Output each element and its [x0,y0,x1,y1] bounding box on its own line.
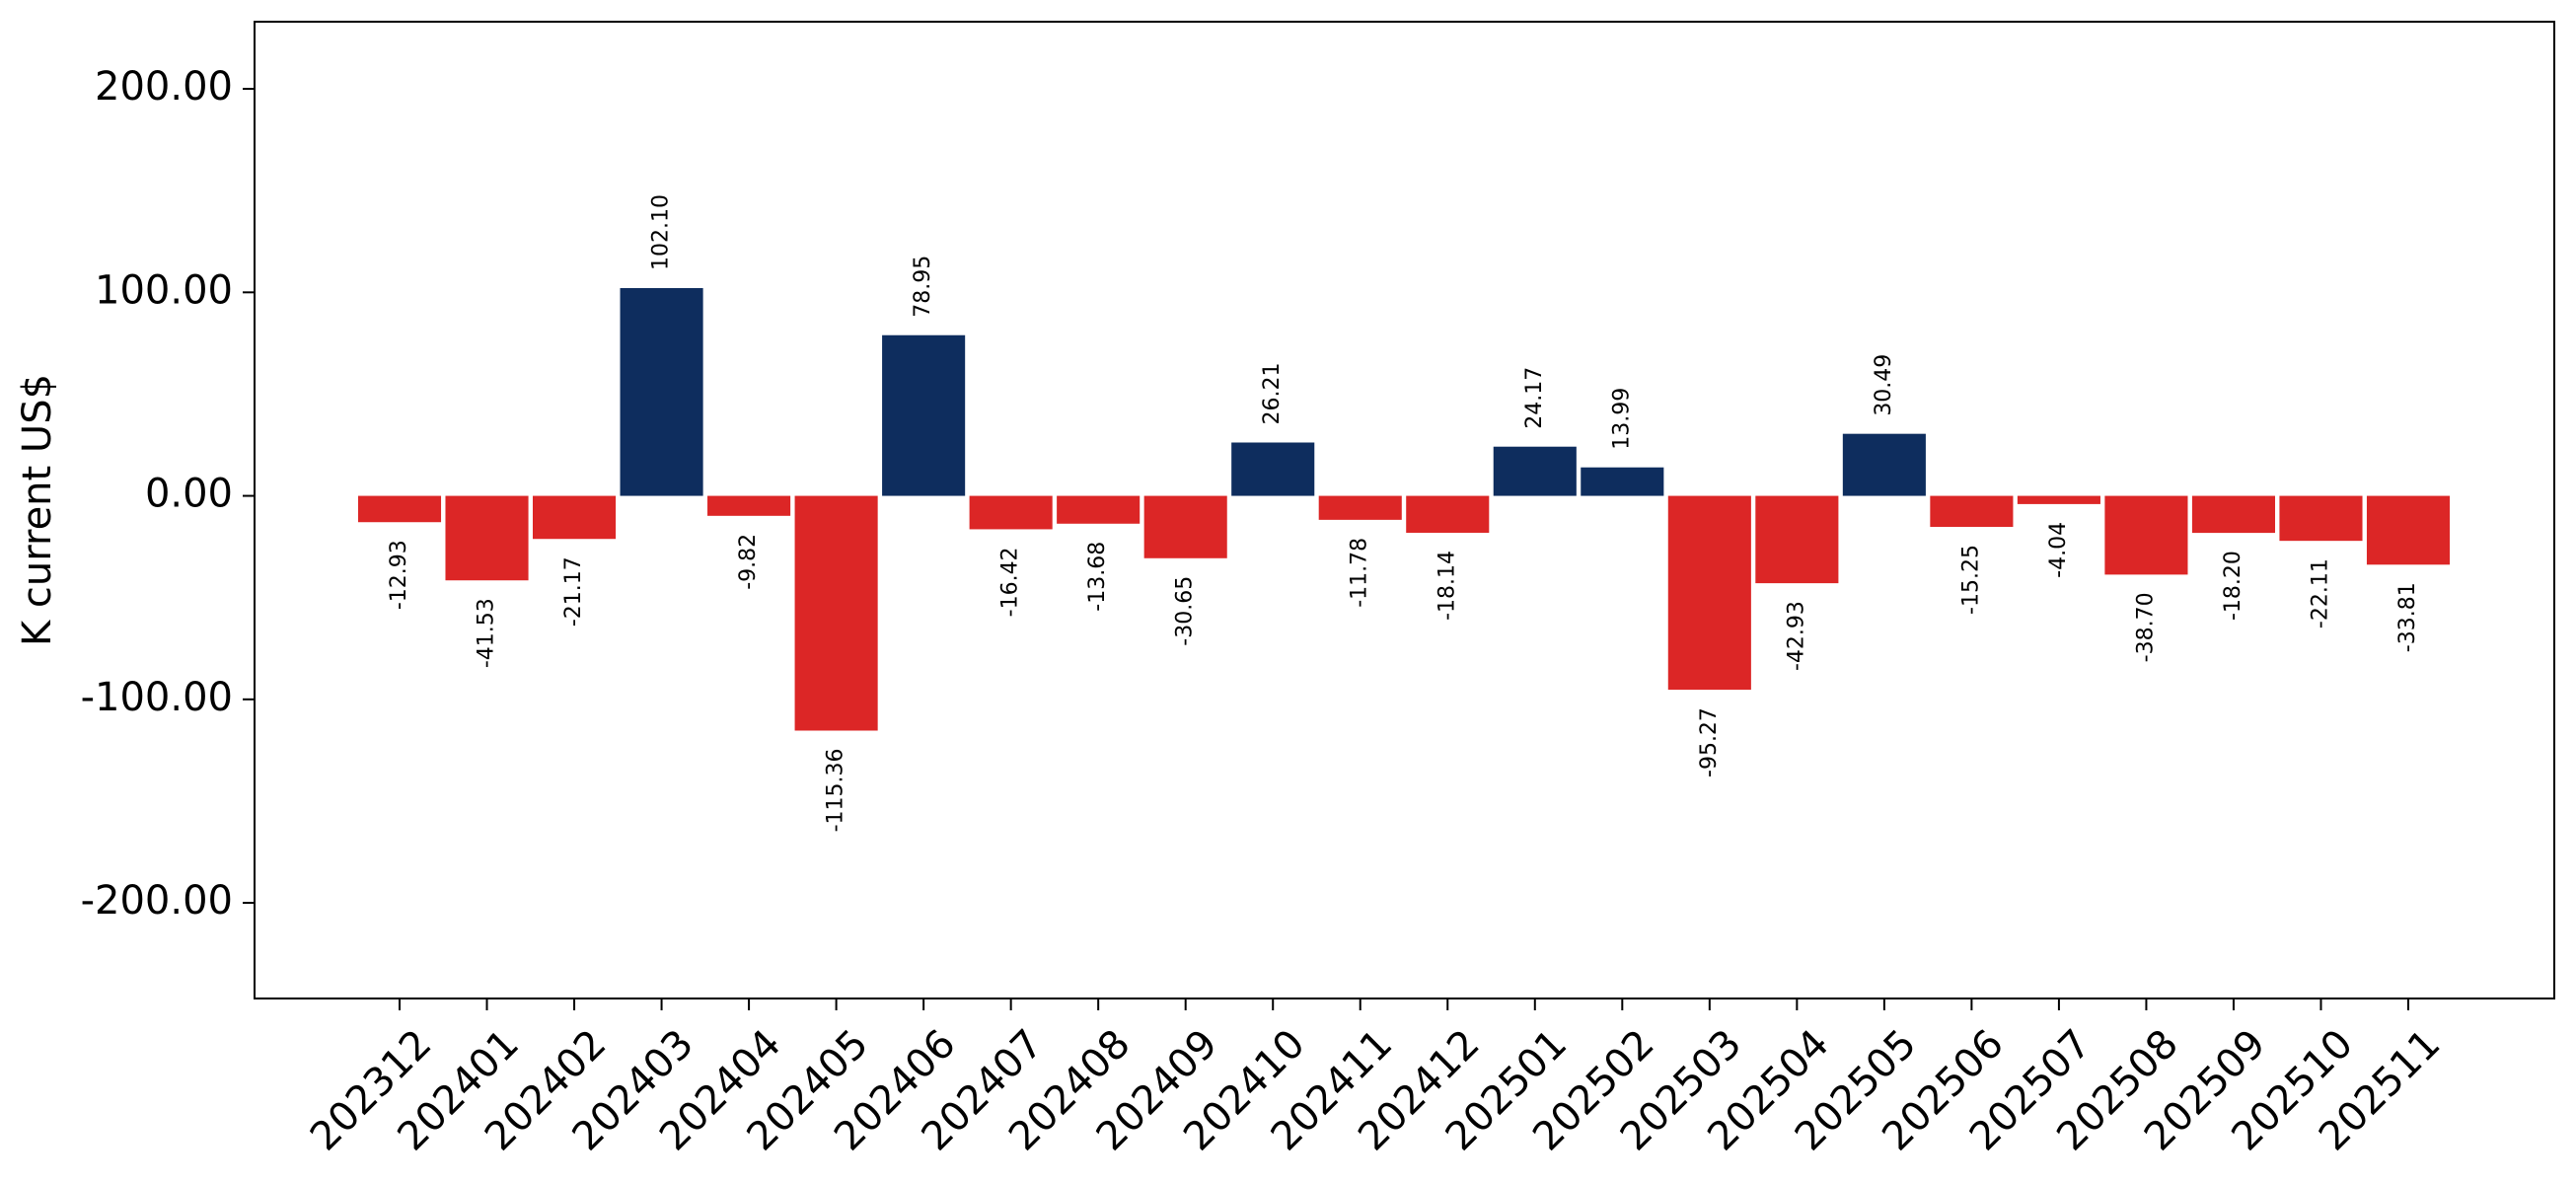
value-label: 24.17 [1522,367,1547,429]
y-tick-label: 200.00 [95,64,233,110]
value-label: -33.81 [2395,582,2420,652]
bar [1231,442,1315,496]
bar [1143,495,1227,558]
y-tick-label: 100.00 [95,267,233,313]
value-label: -13.68 [1085,542,1110,612]
bar [357,495,442,523]
bar [2104,495,2188,575]
y-axis-label: K current US$ [15,374,60,646]
bar [1318,495,1402,520]
y-tick-label: 0.00 [145,472,233,517]
bar [1930,495,2014,528]
value-label: -9.82 [736,534,761,590]
value-label: 30.49 [1872,354,1896,416]
bar [882,334,966,496]
bar [969,495,1053,530]
value-label: -15.25 [1958,545,1983,615]
value-label: -22.11 [2308,558,2332,628]
bar [1581,467,1664,496]
bar [2017,495,2100,504]
bar [1057,495,1141,524]
value-label: -41.53 [475,598,499,668]
bar [620,287,703,496]
y-tick-label: -200.00 [81,878,233,924]
bar [2191,495,2276,534]
bar [2279,495,2363,542]
value-label: -18.14 [1435,551,1459,621]
bar [1406,495,1490,533]
value-label: -42.93 [1784,601,1808,671]
value-label: -11.78 [1348,538,1372,608]
value-label: 102.10 [649,194,674,270]
bar [794,495,878,731]
bar [1667,495,1751,691]
value-label: 26.21 [1260,363,1285,425]
bar [707,495,791,516]
value-label: -18.20 [2221,551,2245,621]
bar [532,495,617,540]
bar [445,495,529,581]
value-label: -21.17 [561,556,586,627]
bar [1493,446,1577,496]
y-tick-label: -100.00 [81,675,233,720]
plot-frame [254,21,2555,999]
value-label: -38.70 [2133,592,2158,662]
value-label: -12.93 [387,540,411,610]
value-label: -115.36 [824,748,848,832]
bar [1755,495,1839,584]
value-label: 78.95 [911,256,935,318]
value-label: -30.65 [1173,576,1198,646]
value-label: 13.99 [1609,388,1634,450]
bar [2366,495,2451,565]
value-label: -16.42 [998,547,1023,617]
value-label: -4.04 [2046,522,2071,578]
bar [1842,433,1926,496]
value-label: -95.27 [1697,707,1722,777]
